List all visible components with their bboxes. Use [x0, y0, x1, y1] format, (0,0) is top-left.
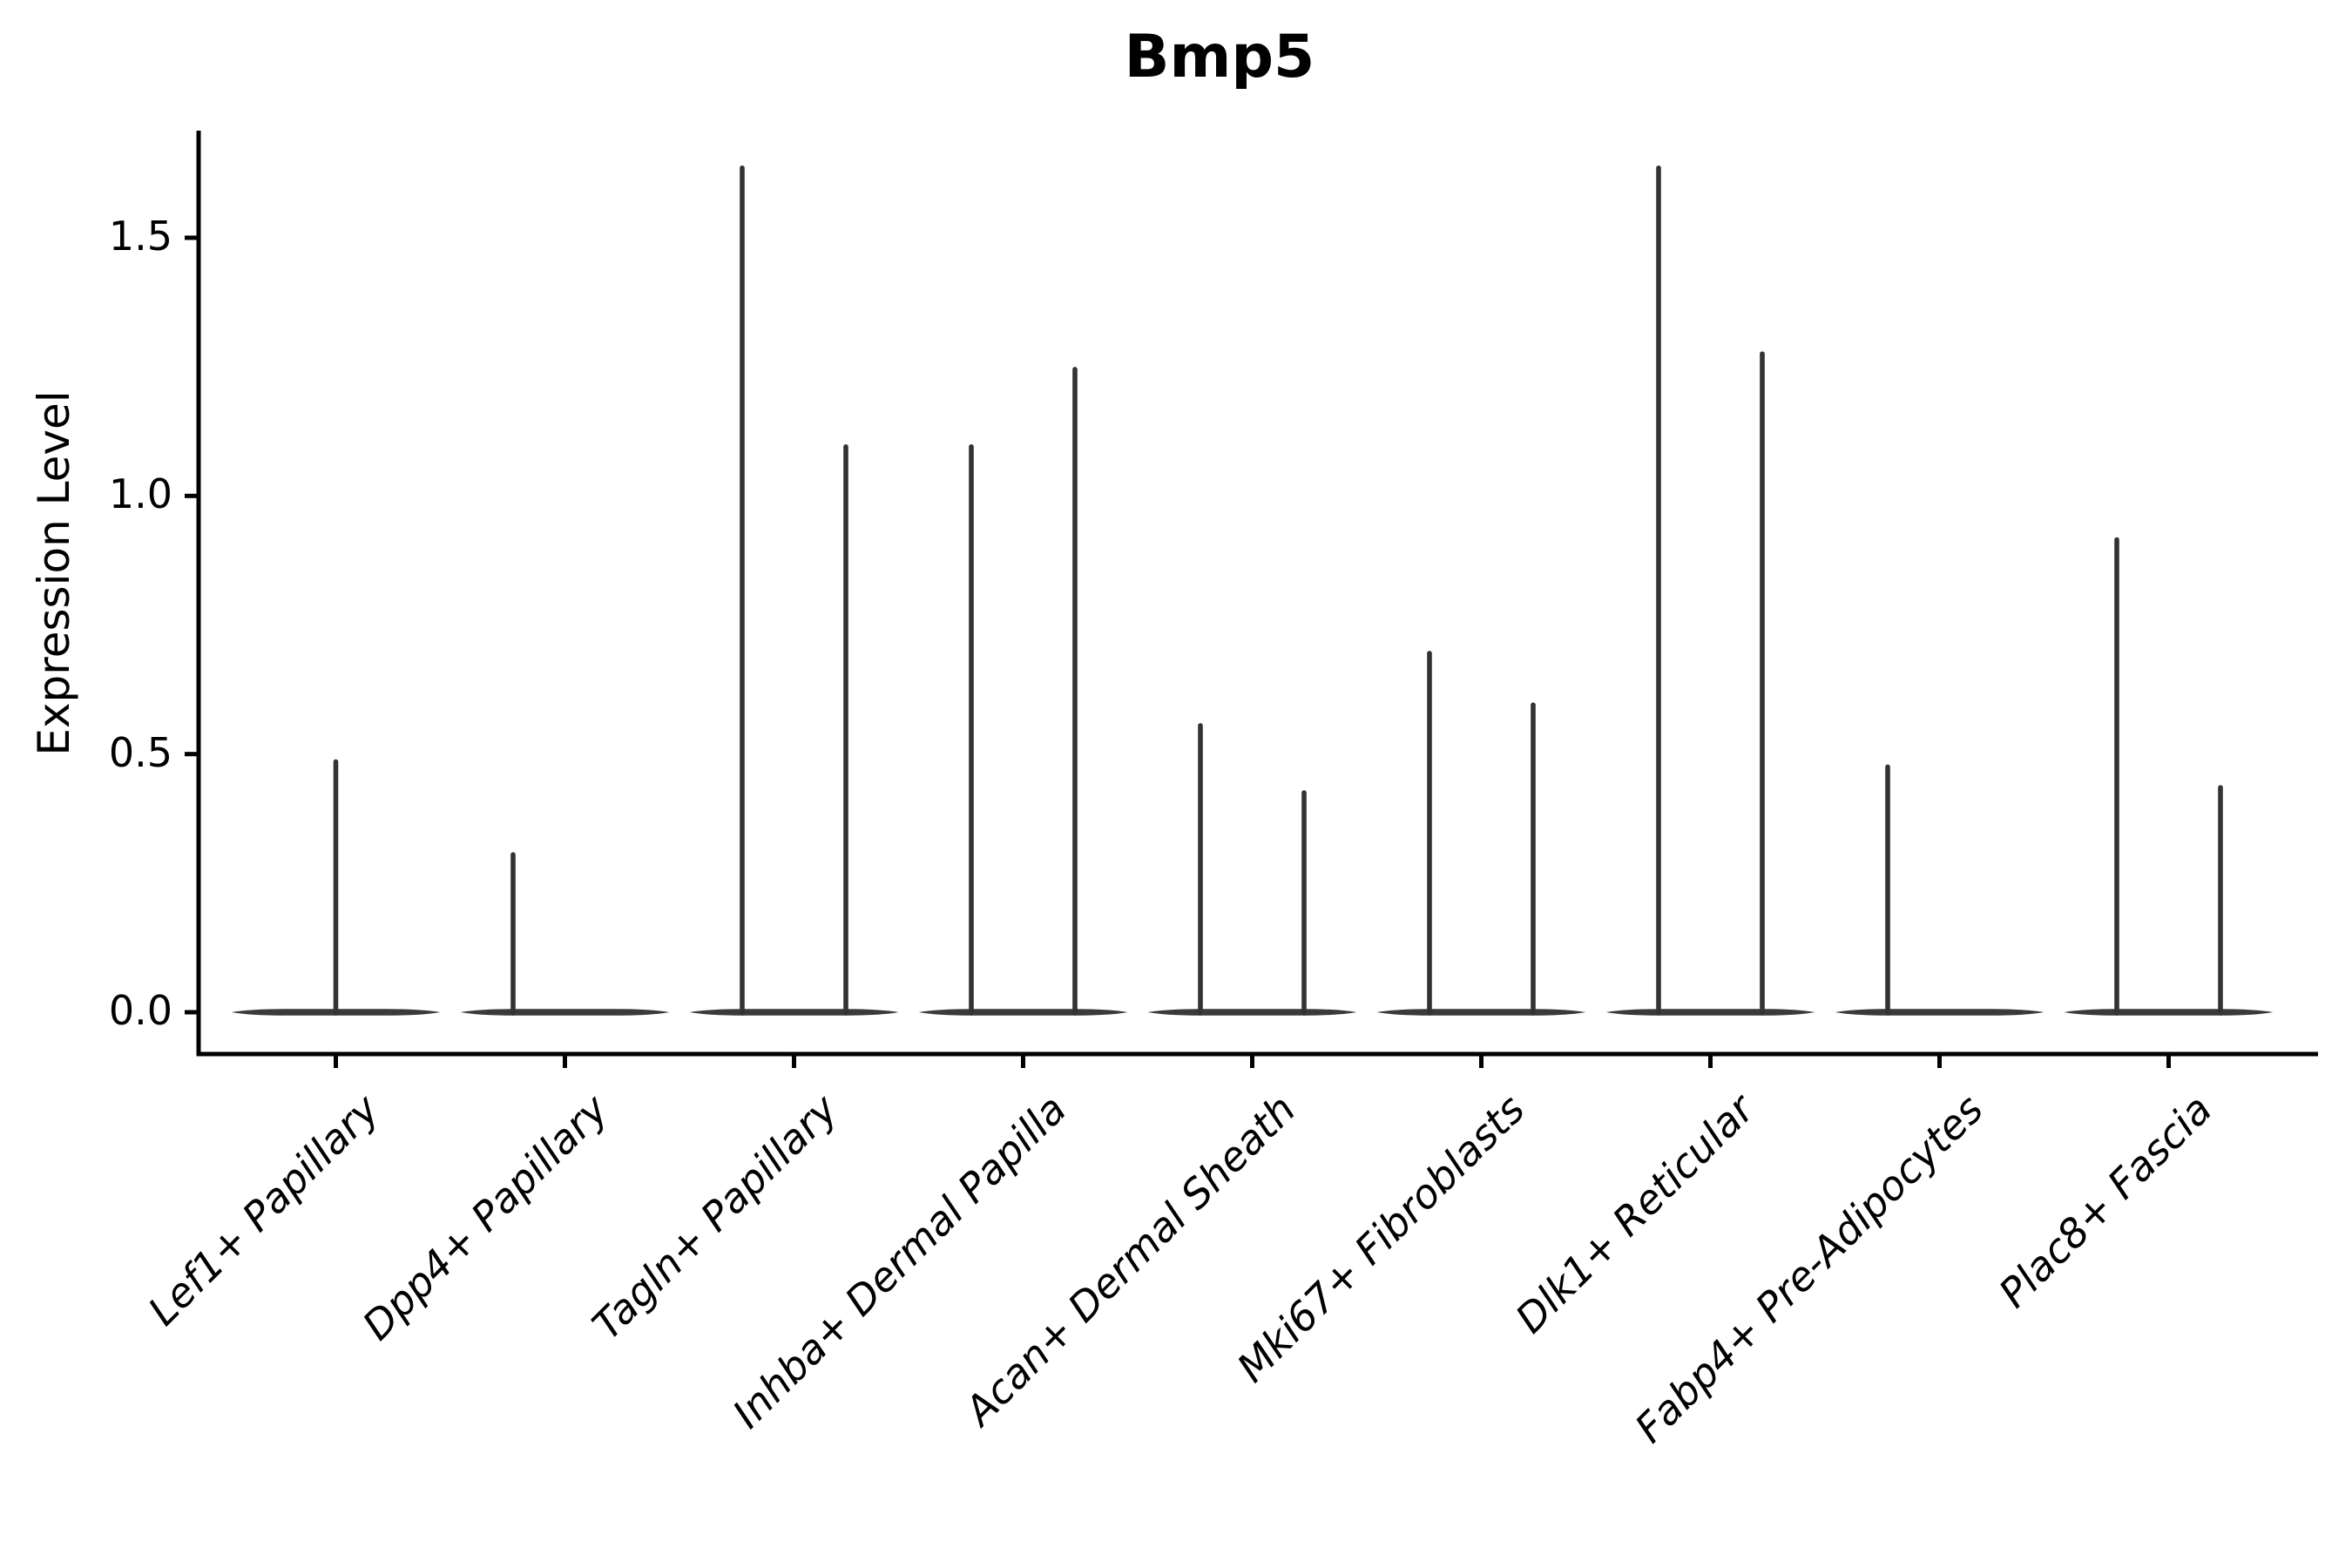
violin-tail	[1427, 651, 1432, 1016]
violin-tail	[969, 444, 974, 1016]
violin-base	[2064, 1009, 2274, 1016]
y-tick-label: 1.5	[108, 212, 172, 260]
violin-base	[689, 1009, 899, 1016]
violin-tail	[1198, 723, 1203, 1016]
violin-tail	[2114, 537, 2119, 1016]
violin-tail	[333, 759, 339, 1016]
violin-tail	[740, 165, 745, 1016]
violin-base	[460, 1009, 670, 1016]
chart-title: Bmp5	[1124, 23, 1315, 91]
violin-tail	[1656, 165, 1661, 1016]
y-tick-label: 0.5	[108, 728, 172, 776]
y-tick-label: 0.0	[108, 986, 172, 1034]
violin-tail	[2218, 785, 2223, 1016]
violin-base	[1835, 1009, 2044, 1016]
violin-base	[1376, 1009, 1586, 1016]
violin-tail	[1072, 367, 1078, 1016]
violin-tail	[1531, 702, 1536, 1016]
violin-base	[1147, 1009, 1357, 1016]
y-tick-label: 1.0	[108, 470, 172, 518]
violin-tail	[843, 444, 848, 1016]
violin-tail	[510, 852, 516, 1016]
violin-tail	[1760, 351, 1765, 1016]
violin-base	[1605, 1009, 1815, 1016]
violin-base	[918, 1009, 1128, 1016]
violin-tail	[1885, 764, 1890, 1016]
violin-tail	[1301, 790, 1307, 1016]
